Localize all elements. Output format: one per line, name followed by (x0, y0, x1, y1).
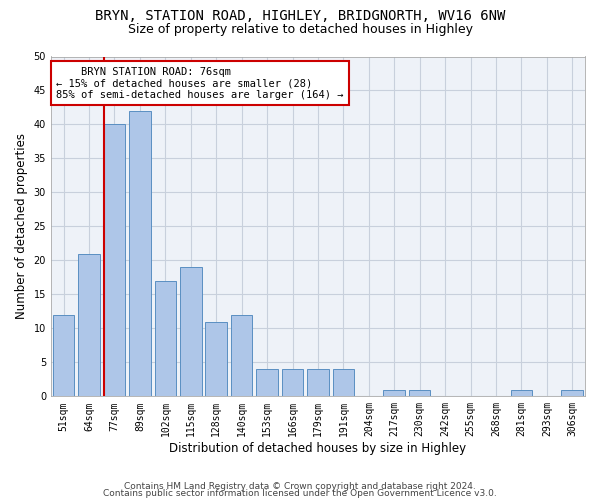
Text: BRYN STATION ROAD: 76sqm
← 15% of detached houses are smaller (28)
85% of semi-d: BRYN STATION ROAD: 76sqm ← 15% of detach… (56, 66, 344, 100)
Text: Size of property relative to detached houses in Highley: Size of property relative to detached ho… (128, 22, 473, 36)
Bar (78, 254, 100, 396)
Bar (205, 322, 227, 396)
Text: Contains HM Land Registry data © Crown copyright and database right 2024.: Contains HM Land Registry data © Crown c… (124, 482, 476, 491)
Bar (104, 124, 125, 396)
Bar (307, 369, 329, 396)
X-axis label: Distribution of detached houses by size in Highley: Distribution of detached houses by size … (169, 442, 467, 455)
Text: BRYN, STATION ROAD, HIGHLEY, BRIDGNORTH, WV16 6NW: BRYN, STATION ROAD, HIGHLEY, BRIDGNORTH,… (95, 9, 505, 23)
Text: Contains public sector information licensed under the Open Government Licence v3: Contains public sector information licen… (103, 490, 497, 498)
Bar (231, 315, 253, 396)
Bar (409, 390, 430, 396)
Bar (282, 369, 304, 396)
Bar (129, 111, 151, 397)
Y-axis label: Number of detached properties: Number of detached properties (15, 134, 28, 320)
Bar (53, 315, 74, 396)
Bar (383, 390, 405, 396)
Bar (180, 267, 202, 396)
Bar (155, 281, 176, 396)
Bar (332, 369, 354, 396)
Bar (562, 390, 583, 396)
Bar (256, 369, 278, 396)
Bar (511, 390, 532, 396)
